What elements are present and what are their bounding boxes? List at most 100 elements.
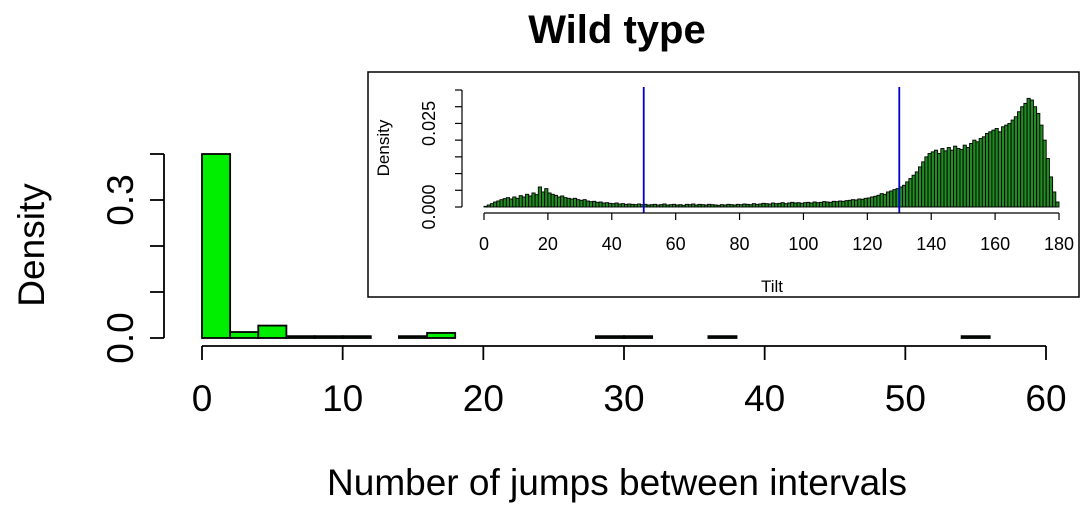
inset-x-tick-label: 100 xyxy=(788,234,818,254)
inset-histogram-bar xyxy=(665,204,670,208)
inset-x-tick-label: 60 xyxy=(666,234,686,254)
inset-histogram-bar xyxy=(1052,191,1057,208)
inset-histogram-bar xyxy=(933,149,939,208)
inset-histogram-bar xyxy=(493,201,498,208)
inset-histogram-bar xyxy=(978,138,983,208)
inset-x-tick-label: 140 xyxy=(916,234,946,254)
inset-histogram-bar xyxy=(723,204,728,208)
histogram-bar xyxy=(707,335,738,339)
inset-histogram-bar xyxy=(758,203,763,208)
inset-histogram-bar xyxy=(812,201,817,208)
inset-histogram-bar xyxy=(719,204,725,208)
inset-x-tick-label: 120 xyxy=(852,234,882,254)
inset-histogram-bar xyxy=(1026,97,1031,208)
inset-histogram-bar xyxy=(703,204,709,208)
inset-histogram-bar xyxy=(528,195,533,208)
inset-histogram-bar xyxy=(646,204,651,208)
inset-histogram-bar xyxy=(796,202,801,208)
inset-histogram-bar xyxy=(700,204,705,208)
inset-histogram-bar xyxy=(1048,176,1054,208)
inset-histogram-bar xyxy=(755,203,760,208)
inset-histogram-bar xyxy=(518,195,523,208)
inset-histogram-bar xyxy=(716,204,721,208)
inset-histogram-bar xyxy=(541,191,546,208)
inset-histogram-bar xyxy=(905,181,910,208)
inset-x-tick-label: 180 xyxy=(1044,234,1074,254)
inset-histogram-bar xyxy=(601,202,606,208)
inset-histogram-bar xyxy=(930,151,935,208)
inset-x-tick-label: 40 xyxy=(602,234,622,254)
inset-histogram-bar xyxy=(691,203,696,208)
inset-histogram-bar xyxy=(854,199,859,208)
inset-histogram-bar xyxy=(844,200,849,208)
inset-histogram-bar xyxy=(1017,111,1022,208)
inset-histogram-bar xyxy=(582,199,587,208)
inset-histogram-bar xyxy=(553,194,558,208)
inset-histogram-bar xyxy=(921,161,926,208)
main-y-axis: 0.0 0.3 xyxy=(100,153,165,364)
inset-histogram-bar xyxy=(684,203,689,208)
histogram-bar xyxy=(594,335,625,339)
inset-histogram-bar xyxy=(585,200,590,208)
inset-histogram-bar xyxy=(892,189,897,208)
inset-histogram-bar xyxy=(774,203,779,208)
inset-y-axis: 0.000 0.025 xyxy=(419,89,463,230)
inset-histogram-bar xyxy=(534,194,539,208)
inset-histogram-bar xyxy=(1039,124,1044,208)
inset-histogram-bar xyxy=(604,202,610,208)
inset-histogram-bar xyxy=(620,203,626,208)
inset-histogram-bar xyxy=(598,201,603,208)
inset-histogram-bar xyxy=(902,184,907,208)
inset-x-tick-label: 160 xyxy=(980,234,1010,254)
histogram-bar xyxy=(201,153,232,339)
inset-histogram-bar xyxy=(937,153,942,208)
inset-histogram-bar xyxy=(742,203,747,208)
inset-histogram-bar xyxy=(946,147,951,208)
inset-histogram-bar xyxy=(889,190,894,208)
inset-histogram-bar xyxy=(563,197,568,208)
inset-histogram-bar xyxy=(802,202,808,208)
inset-histogram-bar xyxy=(531,192,536,208)
inset-histogram-bar xyxy=(956,148,961,208)
inset-histogram-bar xyxy=(656,204,661,208)
inset-histogram-bar xyxy=(525,193,530,208)
inset-histogram-bar xyxy=(617,203,622,208)
y-tick-label: 0.0 xyxy=(100,312,141,363)
inset-histogram-bar xyxy=(694,204,699,208)
inset-histogram-bar xyxy=(911,174,916,208)
inset-histogram-bar xyxy=(489,203,495,208)
inset-histogram-bar xyxy=(713,204,718,208)
inset-histogram-bar xyxy=(949,149,955,208)
inset-histogram-bar xyxy=(710,204,715,208)
histogram-bar xyxy=(229,331,260,339)
inset-histogram-bar xyxy=(771,202,776,208)
inset-histogram-bar xyxy=(886,191,891,208)
inset-histogram-bar xyxy=(838,200,843,208)
x-tick-label: 40 xyxy=(744,378,785,419)
inset-histogram-bar xyxy=(825,201,830,208)
inset-histogram-bar xyxy=(732,204,737,208)
inset-histogram-bar xyxy=(509,198,514,208)
inset-histogram-bar xyxy=(834,201,840,208)
x-tick-label: 0 xyxy=(192,378,213,419)
histogram-bar xyxy=(341,335,372,339)
inset-histogram-bar xyxy=(502,198,507,208)
inset-histogram-bar xyxy=(544,188,549,208)
inset-histogram-bar xyxy=(873,195,878,208)
inset-histogram-bar xyxy=(681,204,686,208)
histogram-bar xyxy=(313,335,344,339)
inset-histogram-bar xyxy=(940,148,945,208)
inset-histogram-bar xyxy=(550,193,555,208)
inset-histogram-bar xyxy=(515,197,520,208)
histogram-bar xyxy=(257,324,288,339)
inset-y-axis-label: Density xyxy=(374,119,393,176)
inset-histogram-bar xyxy=(969,143,974,208)
inset-histogram-bar xyxy=(748,204,753,208)
inset-histogram-bar xyxy=(857,198,862,208)
inset-x-tick-label: 80 xyxy=(730,234,750,254)
inset-histogram-bar xyxy=(793,202,798,208)
inset-reference-lines xyxy=(642,87,901,213)
x-tick-label: 50 xyxy=(885,378,926,419)
inset-histogram-bar xyxy=(908,178,913,208)
inset-histogram-bar xyxy=(668,204,673,208)
